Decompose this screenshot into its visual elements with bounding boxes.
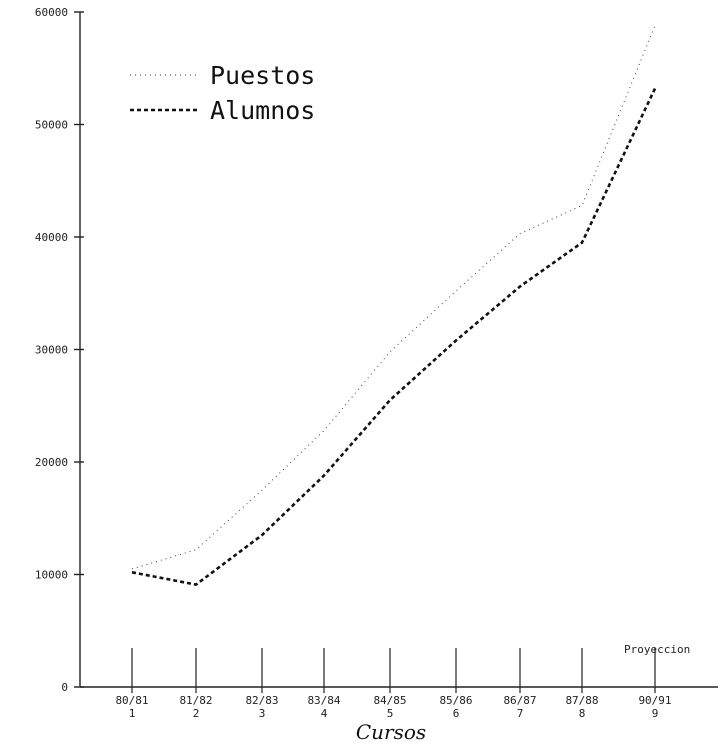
y-tick-label: 40000 [35,231,68,244]
legend-label-puestos: Puestos [210,61,315,90]
legend: Puestos Alumnos [130,61,315,125]
y-tick-label: 60000 [35,6,68,19]
y-tick-label: 50000 [35,119,68,132]
legend-label-alumnos: Alumnos [210,96,315,125]
x-tick-label: 85/86 [439,694,472,707]
x-ticks: 80/811 81/822 82/833 83/844 84/855 85/866 86/8… [115,648,672,720]
y-tick-label: 30000 [35,344,68,357]
x-tick-number: 3 [259,707,266,720]
legend-item-alumnos: Alumnos [130,96,315,125]
x-tick-label: 87/88 [565,694,598,707]
proyeccion-annotation: Proyeccion [624,643,690,656]
x-tick-label: 81/82 [179,694,212,707]
x-axis-title: Cursos [356,720,426,744]
series-line-alumnos [131,87,657,586]
series-line-puestos [131,25,656,570]
y-tick-label: 20000 [35,456,68,469]
x-tick-label: 82/83 [245,694,278,707]
axes [79,12,718,688]
x-tick-label: 84/85 [373,694,406,707]
series-lines [131,25,657,586]
y-tick-label: 0 [61,681,68,694]
x-tick-label: 83/84 [307,694,340,707]
x-tick-label: 86/87 [503,694,536,707]
y-ticks: 0 10000 20000 30000 40000 50000 60000 [35,6,84,694]
y-tick-label: 10000 [35,569,68,582]
x-tick-label: 80/81 [115,694,148,707]
x-tick-label: 90/91 [638,694,671,707]
x-tick-number: 7 [517,707,524,720]
x-tick-number: 2 [193,707,200,720]
x-tick-number: 6 [453,707,460,720]
x-tick-number: 5 [387,707,394,720]
legend-item-puestos: Puestos [130,61,315,90]
x-tick-number: 1 [129,707,136,720]
x-tick-number: 9 [652,707,659,720]
x-tick-number: 4 [321,707,328,720]
x-tick-number: 8 [579,707,586,720]
